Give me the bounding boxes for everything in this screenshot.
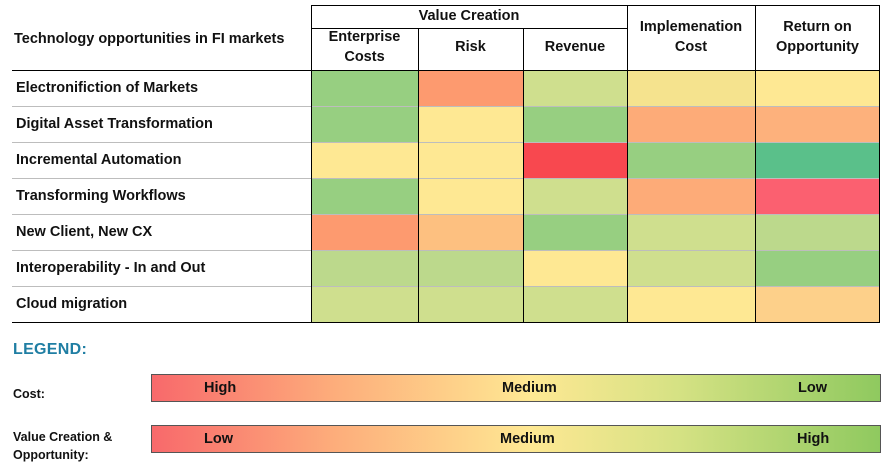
heatmap-cell-return-on-opportunity: [755, 178, 880, 214]
column-divider: [311, 5, 312, 322]
row-label: Digital Asset Transformation: [16, 116, 213, 132]
heatmap-cell-enterprise-costs: [311, 106, 418, 142]
row-label: New Client, New CX: [16, 224, 153, 240]
header-bottom-border: [12, 70, 880, 71]
heatmap-cell-return-on-opportunity: [755, 106, 880, 142]
value-bar-high-label: High: [797, 431, 830, 447]
row-label: Cloud migration: [16, 296, 128, 312]
value-bar-medium-label: Medium: [500, 431, 555, 447]
row-divider: [12, 106, 880, 107]
cost-bar-high-label: High: [204, 380, 237, 396]
heatmap-cell-revenue: [523, 70, 627, 106]
heatmap-cell-revenue: [523, 178, 627, 214]
heatmap-cell-revenue: [523, 106, 627, 142]
heatmap-cell-return-on-opportunity: [755, 214, 880, 250]
header-top-border: [311, 5, 880, 6]
row-label: Incremental Automation: [16, 152, 182, 168]
heatmap-cell-risk: [418, 286, 523, 322]
heatmap-cell-implementation-cost: [627, 178, 755, 214]
heatmap-cell-risk: [418, 70, 523, 106]
heatmap-cell-risk: [418, 106, 523, 142]
row-label: Electronifiction of Markets: [16, 80, 199, 96]
heatmap-cell-enterprise-costs: [311, 214, 418, 250]
heatmap-cell-revenue: [523, 142, 627, 178]
column-header-enterprise-costs: Enterprise Costs: [328, 29, 401, 65]
column-divider: [418, 28, 419, 322]
column-divider: [755, 5, 756, 322]
row-divider: [12, 214, 880, 215]
heatmap-cell-enterprise-costs: [311, 142, 418, 178]
heatmap-cell-risk: [418, 214, 523, 250]
column-header-implementation-cost: Implemenation Cost: [639, 19, 743, 55]
cost-bar-low-label: Low: [798, 380, 827, 396]
heatmap-cell-return-on-opportunity: [755, 70, 880, 106]
heatmap-cell-implementation-cost: [627, 214, 755, 250]
value-creation-group-header: Value Creation: [418, 8, 520, 25]
value-gradient-bar: Low Medium High: [151, 425, 881, 453]
heatmap-cell-implementation-cost: [627, 70, 755, 106]
heatmap-cell-revenue: [523, 286, 627, 322]
grid-bottom-border: [12, 322, 880, 323]
heatmap-cell-enterprise-costs: [311, 250, 418, 286]
heatmap-cell-return-on-opportunity: [755, 250, 880, 286]
column-header-risk: Risk: [455, 39, 486, 56]
heatmap-cell-enterprise-costs: [311, 178, 418, 214]
row-label: Interoperability - In and Out: [16, 260, 206, 276]
heatmap-cell-implementation-cost: [627, 106, 755, 142]
row-label-title: Technology opportunities in FI markets: [14, 31, 285, 48]
heatmap-cell-risk: [418, 250, 523, 286]
heatmap-cell-enterprise-costs: [311, 70, 418, 106]
row-divider: [12, 142, 880, 143]
heatmap-cell-return-on-opportunity: [755, 142, 880, 178]
column-divider: [523, 28, 524, 322]
heatmap-cell-enterprise-costs: [311, 286, 418, 322]
heatmap-cell-risk: [418, 142, 523, 178]
legend-title: LEGEND:: [13, 341, 88, 358]
column-divider: [627, 5, 628, 322]
heatmap-cell-implementation-cost: [627, 286, 755, 322]
legend-value-label: Value Creation & Opportunity:: [13, 430, 113, 463]
row-label: Transforming Workflows: [16, 188, 186, 204]
cost-bar-medium-label: Medium: [502, 380, 557, 396]
column-header-return-on-opportunity: Return on Opportunity: [776, 19, 859, 55]
heatmap-cell-return-on-opportunity: [755, 286, 880, 322]
legend-cost-label: Cost:: [13, 387, 45, 401]
column-divider: [879, 5, 880, 322]
value-bar-low-label: Low: [204, 431, 233, 447]
heatmap-cell-risk: [418, 178, 523, 214]
heatmap-cell-implementation-cost: [627, 250, 755, 286]
heatmap-cell-revenue: [523, 250, 627, 286]
group-header-underline: [311, 28, 627, 29]
heatmap-cell-revenue: [523, 214, 627, 250]
cost-gradient-bar: High Medium Low: [151, 374, 881, 402]
row-divider: [12, 178, 880, 179]
heatmap-cell-implementation-cost: [627, 142, 755, 178]
row-divider: [12, 250, 880, 251]
row-divider: [12, 286, 880, 287]
column-header-revenue: Revenue: [544, 39, 606, 56]
